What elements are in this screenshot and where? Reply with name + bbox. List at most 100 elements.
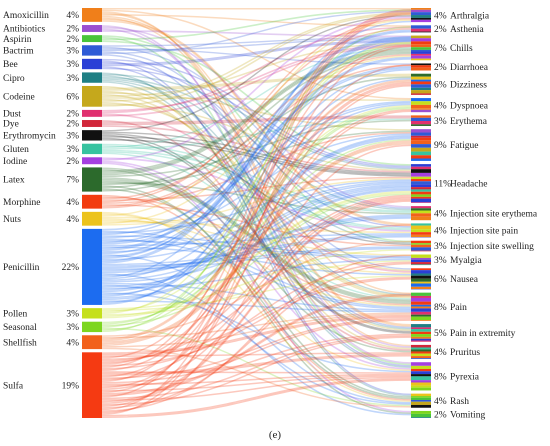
flow-link-codeine-dizziness	[101, 73, 412, 90]
target-stripe	[411, 278, 431, 282]
target-node-myalgia	[411, 254, 431, 266]
flow-link-bactrim-arthralgia	[101, 10, 412, 55]
target-stripe	[411, 73, 431, 77]
target-stripe	[411, 225, 431, 230]
target-pct-injection-site-erythema: 4%	[434, 209, 447, 219]
source-label-gluten: Gluten	[3, 145, 29, 155]
target-stripe	[411, 351, 431, 354]
target-stripe	[411, 84, 431, 88]
target-stripe	[411, 189, 431, 192]
flow-link-nuts-arthralgia	[101, 19, 412, 217]
target-stripe	[411, 243, 431, 245]
target-node-arthralgia	[411, 8, 431, 23]
target-stripe	[411, 28, 431, 32]
flow-link-bee-headache	[101, 58, 412, 168]
flow-link-morphine-headache	[101, 176, 412, 201]
target-stripe	[411, 320, 431, 321]
source-node-gluten	[82, 143, 102, 155]
flow-link-sulfa-dizziness	[101, 82, 412, 372]
flow-link-seasonal-dyspnoea	[101, 106, 412, 325]
flow-link-penicillin-dyspnoea	[101, 102, 412, 245]
flow-link-codeine-pain	[101, 98, 412, 299]
flow-link-pollen-headache	[101, 192, 412, 319]
flow-link-penicillin-injection-site-erythema	[101, 215, 412, 274]
target-label-asthenia: Asthenia	[450, 25, 485, 35]
target-stripe	[411, 385, 431, 388]
target-label-dizziness: Dizziness	[450, 80, 487, 90]
flow-link-seasonal-rash	[101, 327, 412, 407]
flow-link-bactrim-nausea	[101, 51, 412, 270]
flow-link-morphine-asthenia	[101, 28, 412, 200]
source-node-aspirin	[82, 35, 102, 43]
flow-link-cipro-pyrexia	[101, 81, 412, 369]
flow-link-latex-erythema	[101, 119, 412, 178]
source-node-antibiotics	[82, 25, 102, 32]
target-stripe	[411, 262, 431, 265]
flow-link-sulfa-pyrexia	[101, 379, 412, 418]
target-stripe	[411, 147, 431, 152]
flow-link-bactrim-pain-in-extremity	[101, 54, 412, 329]
target-stripe	[411, 301, 431, 305]
target-stripe	[411, 47, 431, 50]
target-label-diarrhoea: Diarrhoea	[450, 63, 489, 73]
flow-link-codeine-dyspnoea	[101, 97, 412, 101]
target-node-headache	[411, 164, 431, 203]
target-stripe	[411, 410, 431, 414]
target-stripe	[411, 67, 431, 71]
source-label-shellfish: Shellfish	[3, 337, 37, 348]
flow-link-codeine-pain-in-extremity	[101, 93, 412, 331]
target-label-pain-in-extremity: Pain in extremity	[450, 329, 516, 339]
target-pct-vomiting: 2%	[434, 411, 447, 421]
source-pct-sulfa: 19%	[62, 381, 80, 391]
target-stripe	[411, 254, 431, 258]
flow-link-morphine-chills	[101, 54, 412, 208]
flow-link-dye-erythema	[101, 115, 412, 124]
target-stripe	[411, 76, 431, 80]
source-pct-shellfish: 4%	[66, 338, 79, 348]
flow-link-gluten-injection-site-erythema	[101, 149, 412, 214]
source-pct-penicillin: 22%	[62, 263, 80, 273]
target-stripe	[411, 129, 431, 133]
target-node-diarrhoea	[411, 63, 431, 71]
target-stripe	[411, 286, 431, 290]
target-pct-pain: 8%	[434, 303, 447, 313]
target-stripe	[411, 347, 431, 350]
flow-link-latex-vomiting	[101, 185, 412, 414]
flow-link-erythromycin-headache	[101, 131, 412, 175]
flow-link-shellfish-fatigue	[101, 140, 412, 343]
source-pct-amoxicillin: 4%	[66, 11, 79, 21]
target-stripe	[411, 164, 431, 167]
flow-link-amoxicillin-pain-in-extremity	[101, 17, 412, 327]
target-stripe	[411, 223, 431, 226]
flow-link-penicillin-diarrhoea	[101, 68, 412, 297]
flow-link-latex-rash	[101, 169, 412, 398]
flow-link-cipro-injection-site-erythema	[101, 76, 412, 211]
flow-link-nuts-chills	[101, 55, 412, 225]
flow-link-iodine-injection-site-pain	[101, 157, 412, 232]
target-stripe	[411, 140, 431, 145]
target-label-injection-site-erythema: Injection site erythema	[450, 209, 538, 219]
target-label-dyspnoea: Dyspnoea	[450, 101, 489, 111]
target-stripe	[411, 9, 431, 13]
flow-link-penicillin-rash	[101, 284, 412, 405]
source-label-nuts: Nuts	[3, 215, 21, 225]
source-node-bactrim	[82, 45, 102, 56]
flow-link-sulfa-arthralgia	[101, 10, 412, 382]
flow-link-pollen-myalgia	[101, 260, 412, 316]
target-stripe	[411, 169, 431, 173]
target-pct-pruritus: 4%	[434, 348, 447, 358]
target-stripe	[411, 365, 431, 369]
source-node-pollen	[82, 308, 102, 319]
target-stripe	[411, 380, 431, 383]
target-pct-arthralgia: 4%	[434, 11, 447, 21]
flow-link-penicillin-dyspnoea	[101, 100, 412, 231]
flow-link-nuts-pain	[101, 218, 412, 307]
target-stripe	[411, 181, 431, 185]
target-label-erythema: Erythema	[450, 117, 488, 127]
flow-link-amoxicillin-pruritus	[101, 11, 412, 347]
flow-link-penicillin-headache	[101, 182, 412, 261]
target-stripe	[411, 259, 431, 263]
target-stripe	[411, 158, 431, 161]
flow-link-nuts-rash	[101, 211, 412, 403]
target-stripe	[411, 121, 431, 125]
